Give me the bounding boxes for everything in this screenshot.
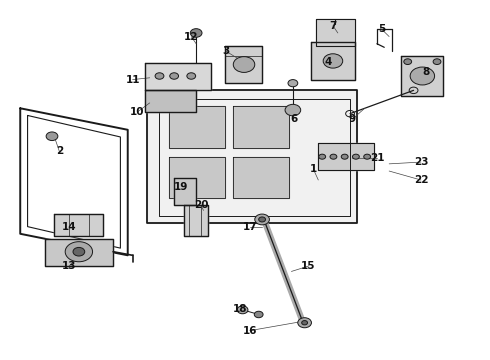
- Circle shape: [288, 80, 298, 87]
- Circle shape: [433, 59, 441, 64]
- Circle shape: [302, 320, 308, 325]
- Circle shape: [65, 242, 93, 262]
- Text: 23: 23: [414, 157, 428, 167]
- Polygon shape: [318, 143, 374, 170]
- Text: 17: 17: [243, 222, 257, 231]
- Text: 12: 12: [184, 32, 198, 41]
- Circle shape: [364, 154, 370, 159]
- Circle shape: [254, 311, 263, 318]
- Polygon shape: [145, 90, 196, 112]
- Text: 6: 6: [290, 114, 297, 124]
- Text: 7: 7: [329, 21, 337, 31]
- Circle shape: [233, 57, 255, 72]
- Text: 5: 5: [378, 24, 386, 35]
- Text: 8: 8: [422, 67, 429, 77]
- Polygon shape: [316, 19, 355, 45]
- Circle shape: [323, 54, 343, 68]
- Polygon shape: [147, 90, 357, 223]
- Text: 19: 19: [174, 182, 189, 192]
- Circle shape: [155, 73, 164, 79]
- Polygon shape: [233, 157, 289, 198]
- Polygon shape: [174, 178, 196, 205]
- Text: 1: 1: [310, 164, 317, 174]
- Circle shape: [237, 306, 248, 314]
- Text: 9: 9: [349, 114, 356, 124]
- Circle shape: [330, 154, 337, 159]
- Polygon shape: [169, 157, 225, 198]
- Text: 16: 16: [243, 325, 257, 336]
- Text: 13: 13: [62, 261, 76, 271]
- Polygon shape: [401, 56, 443, 96]
- Circle shape: [73, 247, 85, 256]
- Circle shape: [352, 154, 359, 159]
- Circle shape: [298, 318, 312, 328]
- Circle shape: [319, 154, 326, 159]
- Polygon shape: [184, 205, 208, 235]
- Circle shape: [187, 73, 196, 79]
- Text: 11: 11: [125, 75, 140, 85]
- Circle shape: [190, 29, 202, 37]
- Text: 21: 21: [369, 153, 384, 163]
- Polygon shape: [233, 107, 289, 148]
- Polygon shape: [169, 107, 225, 148]
- Circle shape: [285, 104, 301, 116]
- Circle shape: [410, 67, 435, 85]
- Polygon shape: [54, 214, 103, 235]
- Circle shape: [404, 59, 412, 64]
- Polygon shape: [45, 239, 113, 266]
- Circle shape: [259, 217, 266, 222]
- Polygon shape: [311, 42, 355, 80]
- Circle shape: [170, 73, 178, 79]
- Text: 22: 22: [414, 175, 428, 185]
- Text: 20: 20: [194, 200, 208, 210]
- Text: 18: 18: [233, 304, 247, 314]
- Text: 14: 14: [62, 222, 76, 231]
- Circle shape: [341, 154, 348, 159]
- Text: 2: 2: [56, 146, 63, 156]
- Circle shape: [46, 132, 58, 140]
- Text: 4: 4: [324, 57, 332, 67]
- Text: 10: 10: [130, 107, 145, 117]
- Polygon shape: [225, 45, 262, 83]
- Text: 3: 3: [222, 46, 229, 56]
- Text: 15: 15: [301, 261, 316, 271]
- Circle shape: [255, 214, 270, 225]
- Polygon shape: [145, 63, 211, 90]
